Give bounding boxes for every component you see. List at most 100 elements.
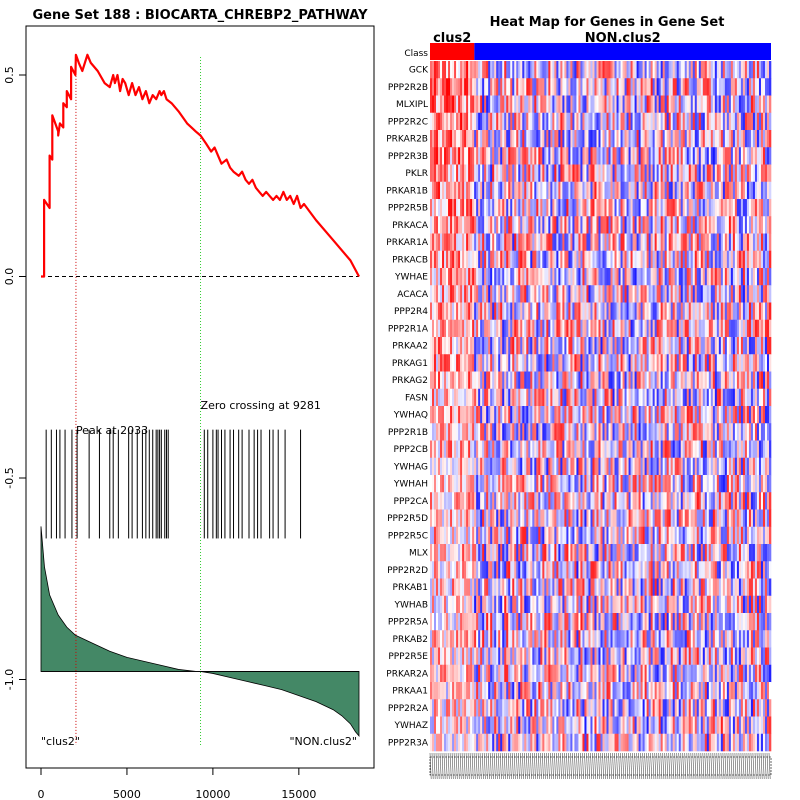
heatmap-cell bbox=[630, 233, 633, 252]
heatmap-cell bbox=[566, 216, 569, 234]
heatmap-cell bbox=[750, 492, 754, 510]
heatmap-cell bbox=[544, 337, 547, 355]
heatmap-cell bbox=[610, 544, 613, 562]
heatmap-cell bbox=[670, 509, 674, 528]
heatmap-cell bbox=[746, 440, 750, 459]
heatmap-cell bbox=[614, 130, 617, 148]
heatmap-cell bbox=[478, 61, 481, 79]
heatmap-cell bbox=[560, 544, 563, 562]
heatmap-cell bbox=[536, 199, 539, 217]
heatmap-cell bbox=[562, 544, 565, 562]
heatmap-cell bbox=[690, 233, 694, 252]
heatmap-cell bbox=[500, 526, 503, 545]
heatmap-cell bbox=[540, 233, 543, 252]
heatmap-cell bbox=[746, 112, 750, 131]
heatmap-cell bbox=[494, 457, 497, 476]
heatmap-cell bbox=[756, 164, 760, 183]
heatmap-cell bbox=[524, 302, 527, 321]
heatmap-cell bbox=[616, 544, 619, 562]
heatmap-cell bbox=[658, 61, 661, 79]
heatmap-cell bbox=[572, 112, 575, 131]
heatmap-cell bbox=[602, 61, 605, 79]
heatmap-cell bbox=[606, 302, 609, 321]
heatmap-cell bbox=[742, 440, 746, 459]
heatmap-cell bbox=[752, 440, 756, 459]
heatmap-cell bbox=[748, 440, 752, 459]
heatmap-cell bbox=[694, 112, 698, 131]
heatmap-cell bbox=[452, 319, 455, 338]
heatmap-cell bbox=[566, 61, 569, 79]
heatmap-cell bbox=[632, 216, 635, 234]
heatmap-cell bbox=[684, 526, 688, 545]
heatmap-cell bbox=[720, 61, 724, 79]
heatmap-cell bbox=[434, 544, 437, 562]
heatmap-cell bbox=[524, 354, 527, 372]
heatmap-cell bbox=[724, 78, 728, 96]
heatmap-cell bbox=[642, 544, 645, 562]
heatmap-cell bbox=[714, 406, 718, 424]
heatmap-cell bbox=[542, 78, 545, 96]
heatmap-cell bbox=[600, 475, 603, 493]
heatmap-cell bbox=[594, 147, 597, 165]
heatmap-cell bbox=[558, 440, 561, 459]
heatmap-cell bbox=[548, 181, 551, 200]
heatmap-cell bbox=[446, 423, 449, 441]
heatmap-cell bbox=[486, 285, 489, 303]
heatmap-cell bbox=[744, 475, 748, 493]
heatmap-cell bbox=[464, 544, 467, 562]
heatmap-cell bbox=[588, 216, 591, 234]
heatmap-cell bbox=[712, 457, 716, 476]
heatmap-cell bbox=[590, 440, 593, 459]
heatmap-cell bbox=[658, 78, 661, 96]
heatmap-cell bbox=[638, 78, 641, 96]
heatmap-cell bbox=[720, 285, 724, 303]
heatmap-cell bbox=[718, 337, 722, 355]
heatmap-cell bbox=[662, 440, 665, 459]
heatmap-cell bbox=[522, 61, 525, 79]
heatmap-cell bbox=[674, 509, 678, 528]
heatmap-cell bbox=[454, 302, 457, 321]
heatmap-cell bbox=[528, 319, 531, 338]
heatmap-cell bbox=[472, 95, 475, 114]
heatmap-cell bbox=[708, 285, 712, 303]
heatmap-cell bbox=[752, 319, 756, 338]
heatmap-cell bbox=[754, 457, 758, 476]
heatmap-cell bbox=[586, 406, 589, 424]
heatmap-cell bbox=[762, 526, 766, 545]
heatmap-cell bbox=[568, 61, 571, 79]
heatmap-cell bbox=[754, 199, 758, 217]
heatmap-cell bbox=[544, 250, 547, 269]
heatmap-cell bbox=[508, 509, 511, 528]
heatmap-cell bbox=[610, 130, 613, 148]
heatmap-cell bbox=[498, 423, 501, 441]
heatmap-cell bbox=[550, 250, 553, 269]
heatmap-cell bbox=[622, 319, 625, 338]
heatmap-cell bbox=[496, 475, 499, 493]
heatmap-cell bbox=[446, 302, 449, 321]
heatmap-cell bbox=[550, 544, 553, 562]
heatmap-cell bbox=[556, 509, 559, 528]
heatmap-cell bbox=[516, 440, 519, 459]
heatmap-cell bbox=[540, 302, 543, 321]
heatmap-cell bbox=[582, 319, 585, 338]
heatmap-cell bbox=[636, 216, 639, 234]
heatmap-cell bbox=[688, 216, 692, 234]
heatmap-cell bbox=[580, 250, 583, 269]
heatmap-cell bbox=[648, 147, 651, 165]
heatmap-cell bbox=[706, 164, 710, 183]
heatmap-cell bbox=[710, 233, 714, 252]
heatmap-cell bbox=[762, 475, 766, 493]
heatmap-cell bbox=[504, 371, 507, 390]
heatmap-cell bbox=[702, 78, 706, 96]
heatmap-cell bbox=[630, 509, 633, 528]
heatmap-cell bbox=[492, 285, 495, 303]
heatmap-cell bbox=[544, 78, 547, 96]
heatmap-cell bbox=[482, 319, 485, 338]
y-tick-label: -0.5 bbox=[3, 467, 16, 488]
heatmap-cell bbox=[758, 388, 762, 407]
heatmap-cell bbox=[622, 61, 625, 79]
heatmap-cell bbox=[742, 388, 746, 407]
heatmap-cell bbox=[552, 199, 555, 217]
heatmap-cell bbox=[764, 78, 768, 96]
heatmap-cell bbox=[464, 61, 467, 79]
